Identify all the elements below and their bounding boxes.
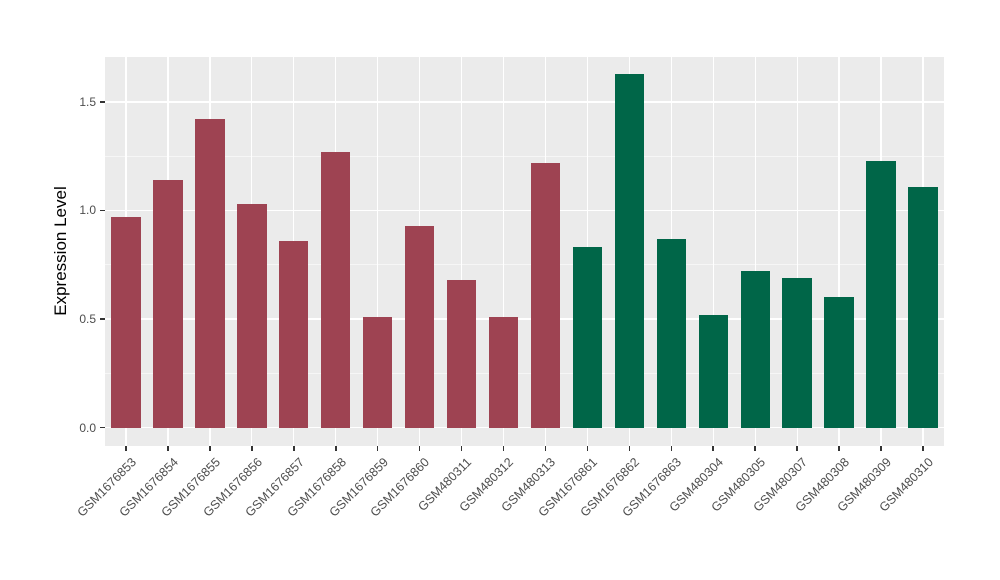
bar-GSM480312 <box>488 316 519 428</box>
plot-panel <box>105 57 944 446</box>
gridline-minor-horizontal <box>105 264 944 266</box>
y-tick-mark <box>100 426 105 429</box>
bar-GSM1676858 <box>321 151 351 428</box>
y-tick-mark <box>100 209 105 212</box>
bar-GSM480304 <box>698 314 728 428</box>
x-tick-mark <box>502 446 505 451</box>
bar-GSM1676856 <box>237 203 267 428</box>
gridline-minor-horizontal <box>105 372 944 374</box>
bar-GSM480311 <box>446 279 477 428</box>
gridline-major-horizontal <box>105 426 944 429</box>
x-tick-mark <box>334 446 337 451</box>
y-tick-label: 0.0 <box>79 420 96 435</box>
x-tick-mark <box>670 446 673 451</box>
x-tick-mark <box>376 446 379 451</box>
x-tick-mark <box>251 446 253 451</box>
gridline-major-vertical <box>754 57 756 446</box>
bar-GSM480309 <box>866 160 896 428</box>
y-tick-label: 0.5 <box>79 312 96 326</box>
bar-GSM480305 <box>740 271 770 428</box>
bar-GSM1676853 <box>111 216 141 428</box>
bar-GSM1676859 <box>362 316 393 428</box>
x-tick-mark <box>544 446 547 451</box>
x-tick-mark <box>712 446 715 451</box>
x-tick-mark <box>292 446 295 451</box>
bar-GSM1676863 <box>656 238 686 428</box>
gridline-major-vertical <box>712 57 714 446</box>
bar-GSM1676854 <box>153 180 183 428</box>
x-tick-mark <box>922 446 924 451</box>
bar-GSM480310 <box>908 186 938 428</box>
x-tick-mark <box>167 446 169 451</box>
y-tick-mark <box>100 318 105 320</box>
bar-GSM480313 <box>530 162 561 428</box>
bar-GSM1676860 <box>404 225 435 428</box>
gridline-major-vertical <box>377 57 379 446</box>
x-tick-mark <box>125 446 127 451</box>
bar-GSM480308 <box>824 297 854 428</box>
y-tick-label: 1.0 <box>79 203 96 218</box>
y-tick-mark <box>100 101 105 103</box>
bar-GSM1676855 <box>195 119 225 428</box>
x-tick-mark <box>754 446 757 451</box>
gridline-major-vertical <box>796 57 798 446</box>
x-tick-mark <box>838 446 840 451</box>
x-tick-mark <box>796 446 798 451</box>
gridline-major-horizontal <box>105 209 944 212</box>
bar-GSM1676862 <box>614 73 645 428</box>
gridline-minor-horizontal <box>105 155 944 157</box>
gridline-major-horizontal <box>105 101 944 103</box>
gridline-major-vertical <box>838 57 840 446</box>
bar-GSM1676857 <box>279 240 309 428</box>
bar-GSM1676861 <box>572 247 603 428</box>
x-tick-mark <box>586 446 589 451</box>
gridline-major-horizontal <box>105 318 944 320</box>
x-tick-mark <box>880 446 882 451</box>
y-tick-label: 1.5 <box>79 94 96 109</box>
x-tick-mark <box>418 446 421 451</box>
gridline-major-vertical <box>460 57 463 446</box>
x-tick-mark <box>628 446 631 451</box>
x-tick-mark <box>209 446 211 451</box>
gridline-major-vertical <box>502 57 505 446</box>
bar-GSM480307 <box>782 277 812 428</box>
x-tick-mark <box>460 446 463 451</box>
